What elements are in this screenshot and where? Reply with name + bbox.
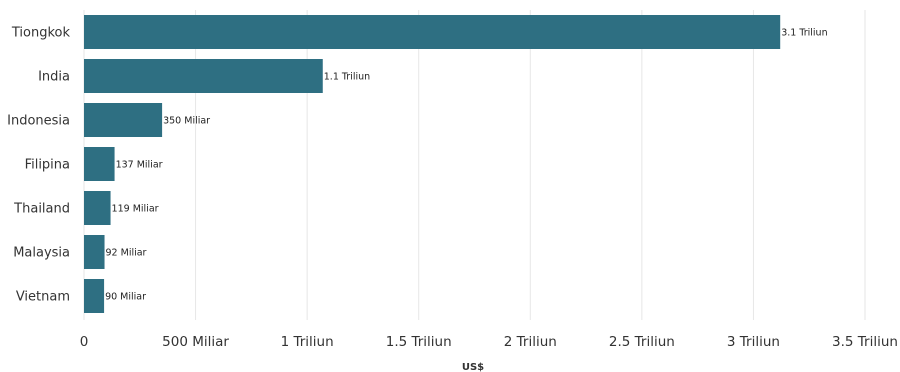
data-labels: 3.1 Triliun 1.1 Triliun 350 Miliar 137 Mili… [105, 28, 828, 303]
bar [84, 15, 781, 49]
x-tick-label: 2.5 Triliun [609, 334, 675, 350]
category-label: India [38, 70, 70, 85]
category-label: Filipina [25, 158, 70, 173]
x-tick-label: 3.5 Triliun [832, 334, 898, 350]
gridlines [83, 10, 866, 320]
category-label: Tiongkok [11, 26, 71, 41]
category-labels: Tiongkok India Indonesia Filipina Thailand Ma… [7, 26, 70, 305]
category-label: Malaysia [13, 246, 70, 261]
category-label: Indonesia [7, 114, 70, 129]
x-tick-label: 2 Triliun [504, 334, 557, 350]
x-tick-label: 0 [80, 334, 89, 350]
category-label: Vietnam [16, 290, 70, 305]
data-label: 92 Miliar [106, 248, 147, 259]
bar [84, 147, 115, 181]
bar [84, 59, 323, 93]
data-label: 137 Miliar [116, 160, 163, 171]
data-label: 119 Miliar [112, 204, 159, 215]
bar [84, 103, 163, 137]
x-axis-title: US$ [462, 362, 484, 372]
bar [84, 279, 105, 313]
x-tick-label: 500 Miliar [162, 334, 229, 350]
bar [84, 235, 105, 269]
bars [84, 15, 781, 313]
x-tick-label: 1 Triliun [281, 334, 334, 350]
data-label: 1.1 Triliun [324, 72, 370, 83]
x-tick-label: 1.5 Triliun [386, 334, 452, 350]
bar [84, 191, 111, 225]
x-axis-ticks: 0 500 Miliar 1 Triliun 1.5 Triliun 2 Triliun… [80, 334, 898, 350]
category-label: Thailand [13, 202, 70, 217]
x-tick-label: 3 Triliun [727, 334, 780, 350]
data-label: 90 Miliar [105, 292, 146, 303]
data-label: 3.1 Triliun [781, 28, 827, 39]
data-label: 350 Miliar [163, 116, 210, 127]
